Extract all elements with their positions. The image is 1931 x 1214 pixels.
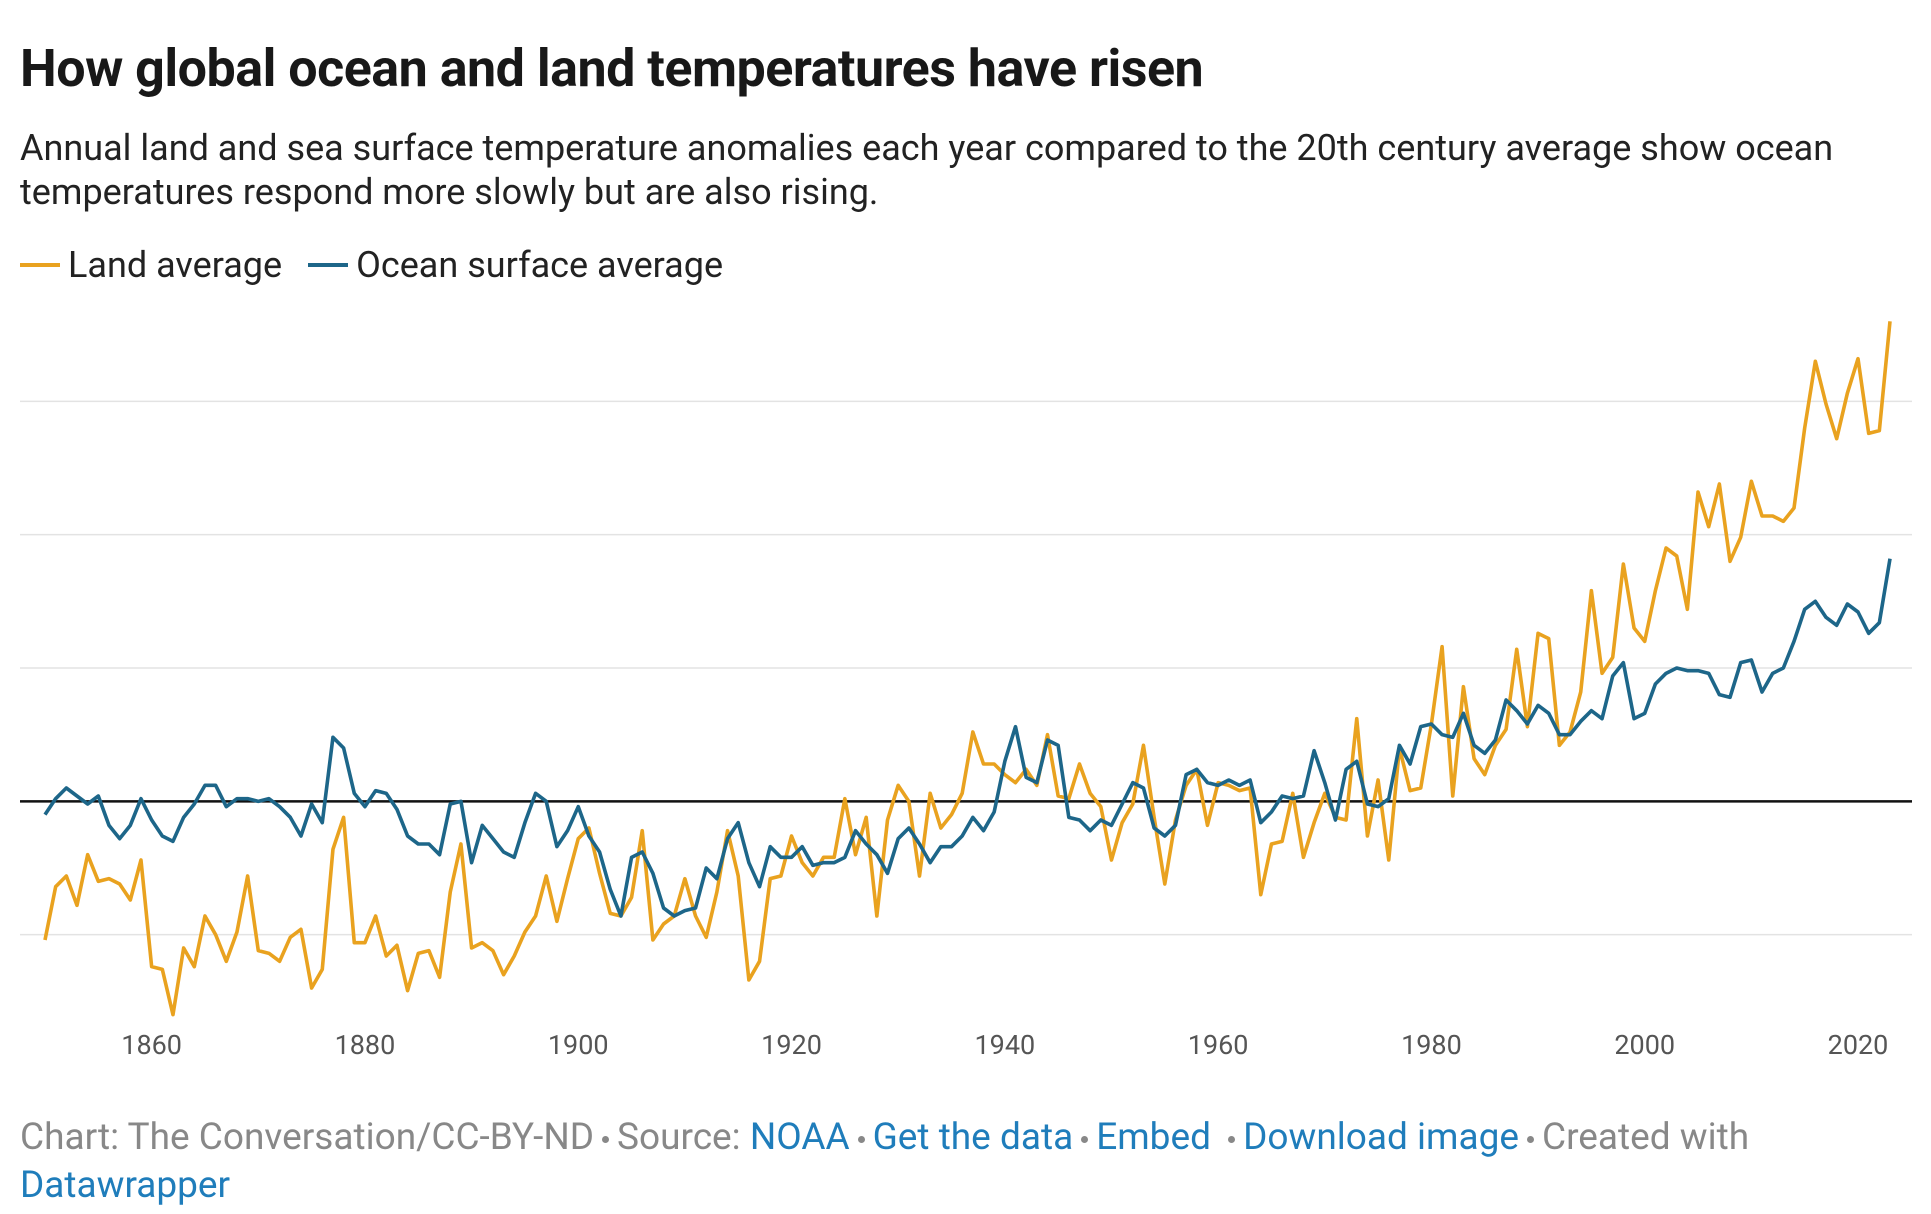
x-tick-label: 1920 xyxy=(761,1029,822,1061)
chart-title: How global ocean and land temperatures h… xyxy=(20,38,1204,99)
legend-swatch xyxy=(308,263,349,267)
credit: Chart: The Conversation/CC-BY-ND xyxy=(20,1116,595,1159)
legend-item: Land average xyxy=(20,244,282,286)
legend-label: Ocean surface average xyxy=(356,244,724,286)
separator xyxy=(1527,1135,1534,1143)
get-data-link[interactable]: Get the data xyxy=(872,1116,1074,1159)
chart-subtitle: Annual land and sea surface temperature … xyxy=(20,127,1834,213)
legend: Land average Ocean surface average xyxy=(20,244,723,286)
tool-link[interactable]: Datawrapper xyxy=(20,1164,231,1207)
download-link[interactable]: Download image xyxy=(1243,1116,1519,1159)
legend-label: Land average xyxy=(68,244,283,286)
separator xyxy=(602,1135,610,1143)
x-tick-label: 1960 xyxy=(1188,1029,1249,1061)
series-line xyxy=(43,558,1892,918)
separator xyxy=(1081,1135,1089,1143)
source-link[interactable]: NOAA xyxy=(749,1116,850,1159)
embed-link[interactable]: Embed xyxy=(1096,1116,1211,1159)
x-tick-label: 1940 xyxy=(974,1029,1035,1061)
series-line xyxy=(43,321,1892,1017)
x-tick-label: 2020 xyxy=(1828,1029,1889,1061)
footer: Chart: The Conversation/CC-BY-ND Source: … xyxy=(20,1114,1915,1210)
x-tick-label: 1900 xyxy=(548,1029,609,1061)
separator xyxy=(857,1135,865,1143)
created-with: Created with xyxy=(1542,1116,1750,1159)
source-label: Source: xyxy=(617,1116,741,1159)
x-tick-label: 1980 xyxy=(1401,1029,1462,1061)
x-tick-label: 2000 xyxy=(1614,1029,1675,1061)
separator xyxy=(1228,1135,1236,1143)
x-tick-label: 1880 xyxy=(335,1029,396,1061)
legend-swatch xyxy=(20,263,60,267)
x-tick-label: 1860 xyxy=(121,1029,182,1061)
legend-item: Ocean surface average xyxy=(308,244,723,286)
